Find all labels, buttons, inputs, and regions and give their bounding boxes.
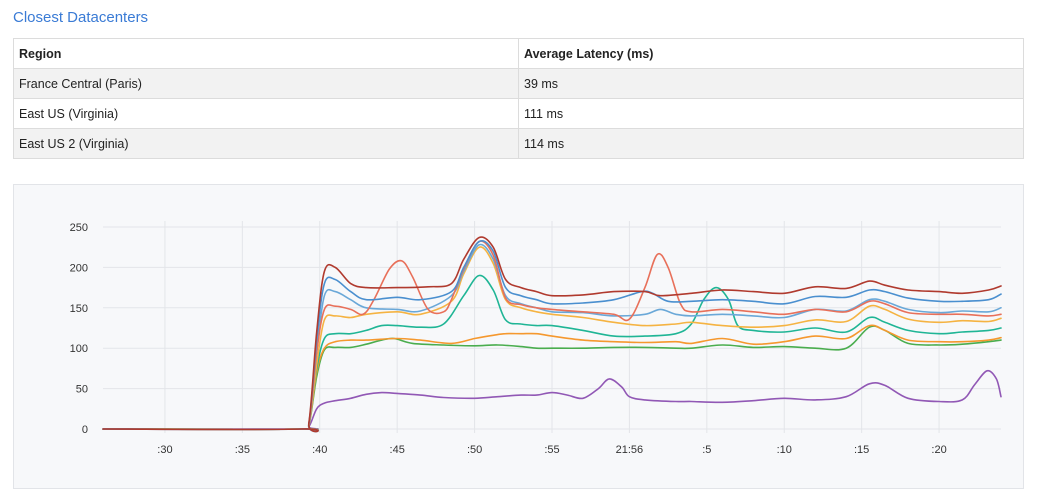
y-tick-label: 250 xyxy=(70,222,88,234)
series-line xyxy=(102,246,1002,432)
column-header-latency: Average Latency (ms) xyxy=(518,38,1024,69)
x-tick-label: 21:56 xyxy=(616,444,644,456)
latency-cell: 39 ms xyxy=(518,68,1024,99)
latency-chart: 0 50 100 150 200 250 :30 :35 :40 :45 :50 :55 21:56 :5… xyxy=(70,221,1002,456)
series-line xyxy=(102,274,1002,432)
y-tick-label: 0 xyxy=(82,424,88,436)
latency-cell: 111 ms xyxy=(518,98,1024,129)
table-row: France Central (Paris) 39 ms xyxy=(13,68,1024,99)
series-line xyxy=(102,324,1002,432)
y-tick-label: 150 xyxy=(70,303,88,315)
x-tick-label: :45 xyxy=(390,444,405,456)
x-tick-label: :20 xyxy=(931,444,946,456)
region-cell: France Central (Paris) xyxy=(13,68,519,99)
series-line xyxy=(102,243,1002,432)
x-tick-label: :10 xyxy=(777,444,792,456)
y-tick-label: 50 xyxy=(76,384,88,396)
y-tick-label: 100 xyxy=(70,343,88,355)
page-title: Closest Datacenters xyxy=(13,9,149,26)
table-header-row: Region Average Latency (ms) xyxy=(13,38,1024,69)
x-tick-label: :40 xyxy=(312,444,327,456)
x-tick-label: :30 xyxy=(157,444,172,456)
x-tick-label: :50 xyxy=(467,444,482,456)
series-line xyxy=(102,369,1002,430)
latency-chart-panel: 0 50 100 150 200 250 :30 :35 :40 :45 :50 :55 21:56 :5… xyxy=(13,184,1024,489)
region-cell: East US 2 (Virginia) xyxy=(13,128,519,159)
table-row: East US 2 (Virginia) 114 ms xyxy=(13,128,1024,159)
series-line xyxy=(102,236,1002,433)
series-line xyxy=(102,240,1002,433)
y-tick-label: 200 xyxy=(70,262,88,274)
x-tick-label: :35 xyxy=(235,444,250,456)
table-row: East US (Virginia) 111 ms xyxy=(13,98,1024,129)
region-cell: East US (Virginia) xyxy=(13,98,519,129)
datacenters-table: Region Average Latency (ms) France Centr… xyxy=(13,38,1024,159)
series-line xyxy=(102,240,1002,432)
x-tick-label: :5 xyxy=(702,444,711,456)
x-tick-label: :55 xyxy=(544,444,559,456)
x-tick-label: :15 xyxy=(854,444,869,456)
column-header-region: Region xyxy=(13,38,519,69)
latency-cell: 114 ms xyxy=(518,128,1024,159)
